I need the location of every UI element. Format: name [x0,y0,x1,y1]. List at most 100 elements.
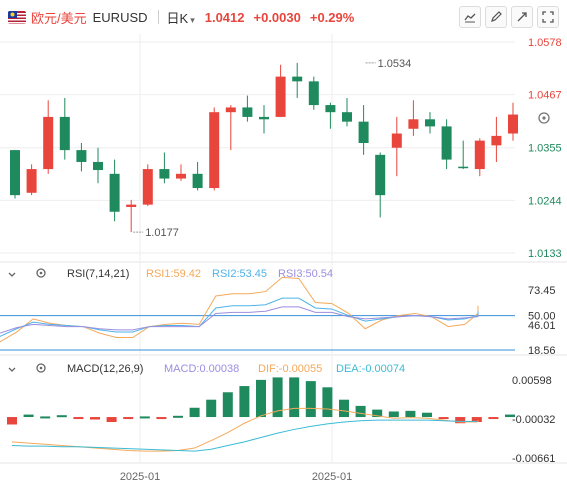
candle-body [43,116,54,170]
candle-body [308,81,319,106]
pair-name[interactable]: 欧元/美元 [31,10,87,26]
draw-icon[interactable] [485,6,507,28]
chart-header: 欧元/美元 EURUSD 日K ▾ 1.0412 +0.0030 +0.29% [0,0,567,34]
period-label: 日K [166,10,189,26]
macd-collapse-icon[interactable] [8,367,16,372]
x-tick-label: 2025-01 [312,471,352,483]
rsi-tick-label: 73.45 [528,285,556,297]
candle-body [225,107,236,113]
macd-histogram-bar [355,405,366,418]
candle-body [209,112,220,189]
candle-body [126,204,137,208]
candle-body [259,116,269,120]
candle-body [76,150,87,162]
rsi2-legend: RSI2:53.45 [212,268,267,280]
rsi1-legend: RSI1:59.42 [146,268,201,280]
candle-body [59,116,70,151]
candle-body [408,119,419,129]
price-tick-label: 1.0133 [528,248,562,260]
price-tick-label: 1.0467 [528,90,562,102]
line-chart-icon[interactable] [459,6,481,28]
candle-body [474,140,485,170]
period-arrow-icon: ▾ [190,14,195,25]
price-pane: 1.0534 1.0177 [10,58,518,239]
candle-body [192,173,203,189]
macd-legend-label[interactable]: MACD(12,26,9) [67,363,143,375]
rsi-pane [0,276,515,351]
macd-histogram-bar [339,399,349,418]
macd-histogram-bar [156,417,167,420]
rsi-line-rsi3 [0,306,479,334]
rsi-collapse-icon[interactable] [8,272,16,277]
price-tick-label: 1.0578 [528,37,562,49]
macd-histogram-bar [7,417,17,425]
rsi3-legend: RSI3:50.54 [278,268,333,280]
rsi-tick-label: 18.56 [528,345,556,357]
macd-tick-label: 0.00598 [512,375,552,387]
macd-histogram-bar [206,399,217,418]
candle-body [159,169,170,179]
macd-histogram-bar [222,392,233,418]
rsi-pane-controls [8,268,46,278]
last-price: 1.0412 [204,9,245,25]
price-change-pct: +0.29% [309,9,355,25]
fullscreen-icon[interactable] [537,6,559,28]
macd-histogram-bar [256,379,266,418]
axes: 1.0578 1.0467 1.0355 1.0244 1.0133 73.45 50.00… [120,37,562,483]
candle-body [176,173,186,179]
candle-body [26,169,37,193]
dea-line [11,419,478,452]
x-tick-label: 2025-01 [120,471,160,483]
candle-body [109,173,120,212]
candle-body [508,114,518,134]
symbol-code: EURUSD [92,9,148,25]
toolbar [455,6,559,28]
divider [157,10,159,24]
macd-histogram-bar [123,417,134,420]
macd-histogram-bar [139,416,150,419]
macd-histogram-bar [455,417,466,424]
period-selector[interactable]: 日K ▾ [167,8,195,27]
dea-legend-value: DEA:-0.00074 [336,363,405,375]
macd-settings-icon[interactable] [36,363,46,373]
macd-histogram-bar [405,410,416,418]
macd-histogram-bar [322,387,333,418]
candle-body [358,121,369,143]
candle-body [325,105,336,113]
price-tick-label: 1.0244 [528,195,562,207]
macd-legend-value: MACD:0.00038 [164,363,239,375]
macd-histogram-bar [23,414,34,418]
macd-histogram-bar [56,415,67,418]
macd-tick-label: -0.00661 [512,453,555,465]
candle-body [242,107,253,117]
macd-pane [7,377,515,452]
macd-histogram-bar [438,417,449,420]
macd-tick-label: -0.00032 [512,414,555,426]
flag-icon [8,10,26,24]
settings-gear-icon[interactable] [538,112,550,124]
candle-body [458,166,469,169]
macd-histogram-bar [106,417,117,423]
macd-histogram-bar [505,414,515,418]
candle-body [275,76,286,117]
price-annotation: 1.0534 [378,58,412,70]
rsi-legend-label[interactable]: RSI(7,14,21) [67,268,129,280]
candle-body [292,76,303,82]
dif-line [11,407,479,452]
macd-histogram-bar [272,377,283,418]
macd-pane-controls [8,363,46,373]
macd-histogram-bar [239,386,250,418]
candle-body [142,169,153,205]
macd-histogram-bar [189,407,200,418]
candle-body [342,112,352,122]
macd-histogram-bar [488,417,499,420]
candle-body [375,154,386,196]
macd-histogram-bar [305,381,316,418]
rsi-tick-label: 50.00 [528,311,556,323]
macd-histogram-bar [73,417,84,420]
indicator-icon[interactable] [511,6,533,28]
rsi-settings-icon[interactable] [36,268,46,278]
macd-histogram-bar [471,417,482,423]
rsi-line-rsi1 [0,276,479,343]
